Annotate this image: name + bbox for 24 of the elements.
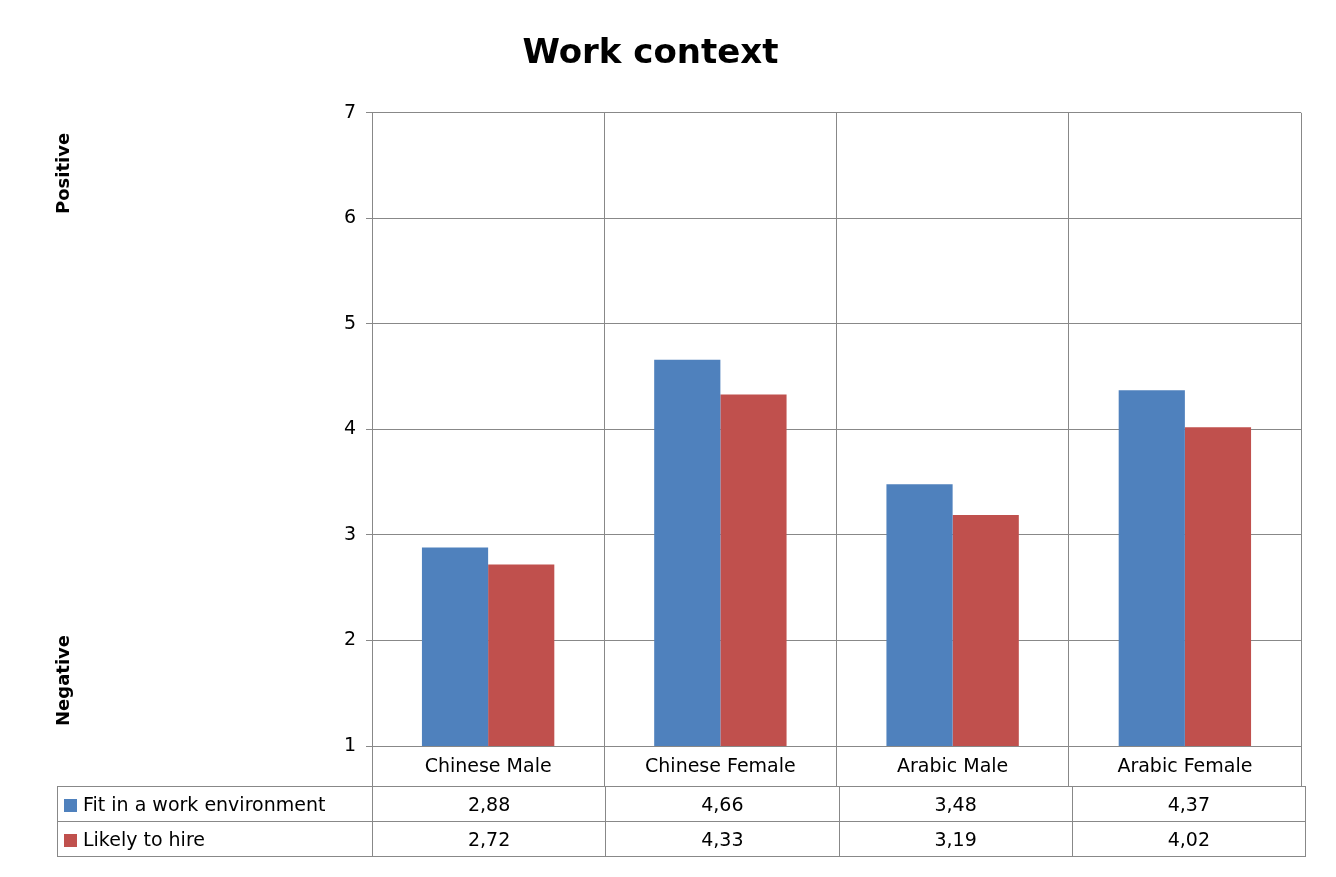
y-tick-label: 3: [343, 521, 356, 544]
x-tick-label: Chinese Female: [645, 754, 796, 777]
data-label: 4,33: [605, 821, 839, 857]
data-label: 4,66: [605, 786, 839, 822]
y-tick-label: 1: [343, 732, 356, 755]
x-tick-label: Arabic Male: [896, 754, 1009, 777]
data-label: 3,48: [839, 786, 1073, 822]
text: Negative: [52, 634, 73, 726]
y-tick-label: 6: [343, 205, 356, 228]
x-tick-label: Arabic Female: [1117, 754, 1253, 777]
chart-title: Work context: [522, 31, 779, 72]
data-label: 2,72: [372, 821, 606, 857]
legend-label: Likely to hire: [57, 821, 373, 857]
y-tick-label: 2: [343, 627, 356, 650]
data-label: 3,19: [839, 821, 1073, 857]
data-label: 4,02: [1072, 821, 1306, 857]
data-label: 2,88: [372, 786, 606, 822]
text: Positive: [52, 132, 73, 214]
x-tick-label: Chinese Male: [424, 754, 552, 777]
y-tick-label: 5: [343, 310, 356, 333]
y-tick-label: 7: [343, 99, 356, 122]
y-tick-label: 4: [343, 416, 356, 439]
legend-label: Fit in a work environment: [57, 786, 373, 822]
data-label: 4,37: [1072, 786, 1306, 822]
